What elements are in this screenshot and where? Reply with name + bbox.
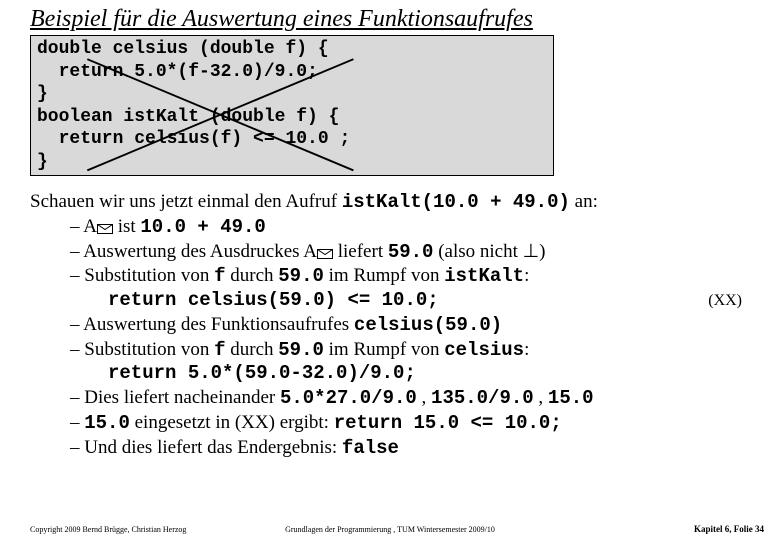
b5-b: f xyxy=(214,339,225,361)
explanation-body: Schauen wir uns jetzt einmal den Aufruf … xyxy=(30,190,750,460)
return-line-2: return 5.0*(59.0-32.0)/9.0; xyxy=(30,362,750,386)
b3-e: im Rumpf von xyxy=(324,265,444,286)
b3-b: f xyxy=(214,265,225,287)
b6-d: 135.0/9.0 xyxy=(431,387,534,409)
b6-e: , xyxy=(534,387,548,408)
b1-a: A xyxy=(83,216,97,237)
b2-a: Auswertung des Ausdruckes A xyxy=(83,241,317,262)
bullet-3: Substitution von f durch 59.0 im Rumpf v… xyxy=(88,264,750,289)
b6-a: Dies liefert nacheinander xyxy=(84,387,280,408)
b5-a: Substitution von xyxy=(84,339,214,360)
bullet-4: Auswertung des Funktionsaufrufes celsius… xyxy=(88,313,750,338)
code-example-box: double celsius (double f) { return 5.0*(… xyxy=(30,35,554,176)
b3-a: Substitution von xyxy=(84,265,214,286)
footer-right: Kapitel 6, Folie 34 xyxy=(694,524,764,534)
b2-c: 59.0 xyxy=(388,241,434,263)
envelope-icon xyxy=(97,224,113,234)
b6-f: 15.0 xyxy=(548,387,594,409)
b5-f: celsius xyxy=(444,339,524,361)
intro-code: istKalt(10.0 + 49.0) xyxy=(342,191,570,213)
return-line-1-row: (XX) return celsius(59.0) <= 10.0; xyxy=(30,289,750,313)
b7-a: 15.0 xyxy=(84,412,130,434)
bullet-5: Substitution von f durch 59.0 im Rumpf v… xyxy=(88,338,750,363)
b5-g: : xyxy=(524,339,529,360)
bullet-1: A ist 10.0 + 49.0 xyxy=(88,215,750,240)
b3-c: durch xyxy=(226,265,279,286)
bullet-8: Und dies liefert das Endergebnis: false xyxy=(88,436,750,461)
code-content: double celsius (double f) { return 5.0*(… xyxy=(37,39,350,172)
bullet-list-2: Auswertung des Funktionsaufrufes celsius… xyxy=(30,313,750,363)
b3-g: : xyxy=(524,265,529,286)
b1-b: ist xyxy=(113,216,140,237)
b4-a: Auswertung des Funktionsaufrufes xyxy=(83,314,354,335)
b5-c: durch xyxy=(226,339,279,360)
b6-b: 5.0*27.0/9.0 xyxy=(280,387,417,409)
intro-line: Schauen wir uns jetzt einmal den Aufruf … xyxy=(30,190,750,215)
b4-b: celsius(59.0) xyxy=(354,314,502,336)
bullet-2: Auswertung des Ausdruckes A liefert 59.0… xyxy=(88,240,750,265)
b3-d: 59.0 xyxy=(278,265,324,287)
bullet-list: A ist 10.0 + 49.0 Auswertung des Ausdruc… xyxy=(30,215,750,289)
intro-suffix: an: xyxy=(570,191,598,212)
bullet-7: 15.0 eingesetzt in (XX) ergibt: return 1… xyxy=(88,411,750,436)
bullet-list-3: Dies liefert nacheinander 5.0*27.0/9.0 ,… xyxy=(30,386,750,460)
b8-b: false xyxy=(342,437,399,459)
intro-prefix: Schauen wir uns jetzt einmal den Aufruf xyxy=(30,191,342,212)
b5-d: 59.0 xyxy=(278,339,324,361)
b2-d: (also nicht ⊥) xyxy=(433,241,545,262)
b7-c: return 15.0 <= 10.0; xyxy=(334,412,562,434)
b7-b: eingesetzt in (XX) ergibt: xyxy=(130,412,334,433)
footer-center: Grundlagen der Programmierung , TUM Wint… xyxy=(0,525,780,534)
b3-f: istKalt xyxy=(444,265,524,287)
b2-b: liefert xyxy=(333,241,388,262)
b1-c: 10.0 + 49.0 xyxy=(140,216,265,238)
b6-c: , xyxy=(417,387,431,408)
b5-e: im Rumpf von xyxy=(324,339,444,360)
b8-a: Und dies liefert das Endergebnis: xyxy=(84,437,342,458)
envelope-icon xyxy=(317,249,333,259)
bullet-6: Dies liefert nacheinander 5.0*27.0/9.0 ,… xyxy=(88,386,750,411)
page-title: Beispiel für die Auswertung eines Funkti… xyxy=(30,6,750,33)
xx-label: (XX) xyxy=(708,291,742,311)
return-line-1: return celsius(59.0) <= 10.0; xyxy=(30,289,750,313)
